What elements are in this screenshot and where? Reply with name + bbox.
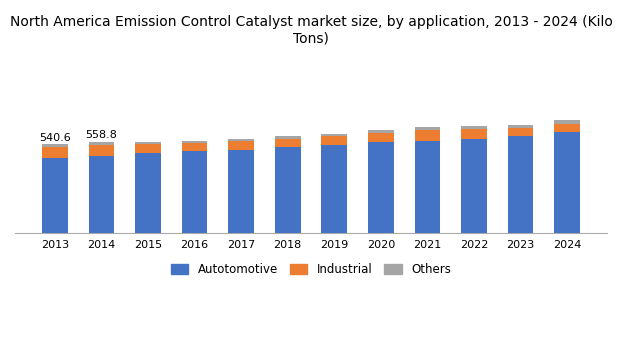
Bar bbox=[275, 136, 300, 138]
Bar bbox=[508, 136, 534, 233]
Bar bbox=[228, 149, 254, 233]
Bar bbox=[368, 133, 394, 142]
Bar bbox=[368, 142, 394, 233]
Bar bbox=[554, 132, 580, 233]
Bar bbox=[42, 147, 68, 159]
Bar bbox=[135, 142, 160, 144]
Bar bbox=[42, 159, 68, 233]
Bar bbox=[462, 139, 487, 233]
Bar bbox=[508, 124, 534, 128]
Bar bbox=[415, 131, 440, 140]
Bar bbox=[182, 141, 207, 143]
Bar bbox=[508, 128, 534, 136]
Bar bbox=[42, 145, 68, 147]
Bar bbox=[368, 130, 394, 133]
Legend: Autotomotive, Industrial, Others: Autotomotive, Industrial, Others bbox=[166, 258, 456, 281]
Bar bbox=[275, 147, 300, 233]
Bar bbox=[554, 124, 580, 132]
Bar bbox=[462, 130, 487, 139]
Bar bbox=[462, 126, 487, 130]
Bar bbox=[415, 140, 440, 233]
Text: 558.8: 558.8 bbox=[85, 130, 118, 139]
Bar bbox=[322, 145, 347, 233]
Bar bbox=[135, 153, 160, 233]
Bar bbox=[182, 143, 207, 151]
Bar bbox=[228, 141, 254, 149]
Bar bbox=[415, 127, 440, 131]
Bar bbox=[322, 136, 347, 145]
Bar bbox=[88, 156, 114, 233]
Bar bbox=[322, 134, 347, 136]
Bar bbox=[275, 138, 300, 147]
Bar bbox=[135, 144, 160, 153]
Bar bbox=[88, 145, 114, 156]
Bar bbox=[88, 142, 114, 145]
Bar bbox=[228, 139, 254, 141]
Text: 540.6: 540.6 bbox=[39, 133, 71, 143]
Title: North America Emission Control Catalyst market size, by application, 2013 - 2024: North America Emission Control Catalyst … bbox=[9, 15, 613, 45]
Bar bbox=[182, 151, 207, 233]
Bar bbox=[554, 120, 580, 124]
